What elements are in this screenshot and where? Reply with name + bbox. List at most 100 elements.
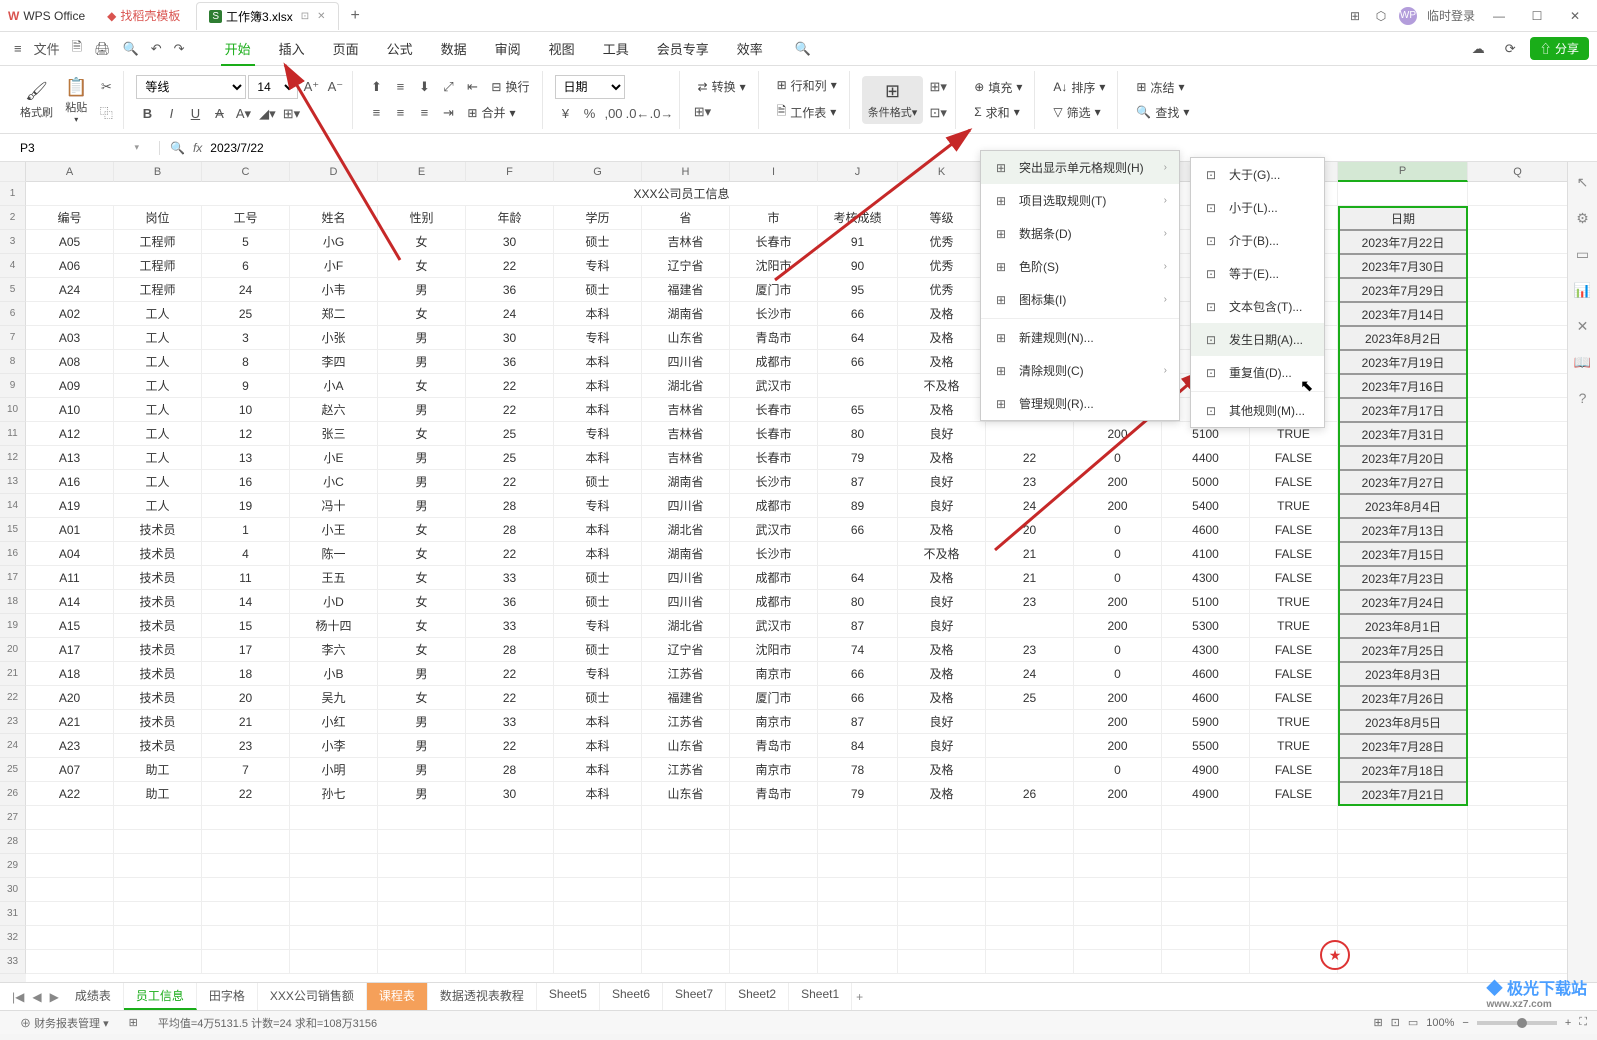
data-cell[interactable]: 长沙市 [730,302,818,326]
empty-cell[interactable] [378,830,466,854]
data-cell[interactable]: 22 [466,254,554,278]
data-cell[interactable]: 2023年7月30日 [1338,254,1468,278]
data-cell[interactable] [1468,446,1568,470]
data-cell[interactable]: A22 [26,782,114,806]
data-cell[interactable]: 1 [202,518,290,542]
data-cell[interactable]: 200 [1074,614,1162,638]
data-cell[interactable]: A10 [26,398,114,422]
sheet-tab[interactable]: 田字格 [197,983,258,1010]
header-cell[interactable]: 性别 [378,206,466,230]
data-cell[interactable]: 4600 [1162,686,1250,710]
empty-cell[interactable] [290,902,378,926]
data-cell[interactable]: 200 [1074,494,1162,518]
data-cell[interactable]: 0 [1074,638,1162,662]
row-header[interactable]: 6 [0,302,26,326]
empty-cell[interactable] [202,926,290,950]
dd-item[interactable]: ⊡发生日期(A)... [1191,323,1324,356]
data-cell[interactable]: 青岛市 [730,734,818,758]
data-cell[interactable]: 13 [202,446,290,470]
data-cell[interactable]: 男 [378,398,466,422]
sheet-tab[interactable]: Sheet1 [789,983,852,1010]
data-cell[interactable]: 长春市 [730,230,818,254]
data-cell[interactable] [1468,566,1568,590]
data-cell[interactable]: 2023年8月5日 [1338,710,1468,734]
data-cell[interactable]: 小红 [290,710,378,734]
data-cell[interactable]: 不及格 [898,542,986,566]
merge-button[interactable]: ⊞ 合并▾ [461,102,521,123]
data-cell[interactable]: 本科 [554,710,642,734]
empty-cell[interactable] [1074,902,1162,926]
menu-视图[interactable]: 视图 [535,32,589,66]
row-header[interactable]: 29 [0,854,26,878]
empty-cell[interactable] [898,902,986,926]
empty-cell[interactable] [466,902,554,926]
header-cell[interactable] [1468,206,1568,230]
sync-icon[interactable]: ⟳ [1499,41,1522,57]
row-header[interactable]: 26 [0,782,26,806]
data-cell[interactable]: 91 [818,230,898,254]
data-cell[interactable]: 26 [986,782,1074,806]
empty-cell[interactable] [898,950,986,974]
data-cell[interactable]: 长春市 [730,422,818,446]
data-cell[interactable]: FALSE [1250,758,1338,782]
align-mid-icon[interactable]: ≡ [389,76,411,98]
empty-cell[interactable] [642,854,730,878]
zoom-icon[interactable]: 🔍 [170,141,185,155]
row-header[interactable]: 30 [0,878,26,902]
data-cell[interactable]: 工人 [114,326,202,350]
data-cell[interactable] [1468,758,1568,782]
fill-color-icon[interactable]: ◢▾ [256,103,278,125]
data-cell[interactable]: 5900 [1162,710,1250,734]
empty-cell[interactable] [642,806,730,830]
data-cell[interactable]: 5300 [1162,614,1250,638]
menu-效率[interactable]: 效率 [723,32,777,66]
row-header[interactable]: 3 [0,230,26,254]
align-right-icon[interactable]: ≡ [413,102,435,124]
sheet-tab[interactable]: Sheet2 [726,983,789,1010]
row-header[interactable]: 8 [0,350,26,374]
data-cell[interactable]: 山东省 [642,734,730,758]
empty-cell[interactable] [1338,854,1468,878]
book-icon[interactable]: 📖 [1573,352,1593,372]
data-cell[interactable]: 200 [1074,710,1162,734]
col-header[interactable]: Q [1468,162,1568,182]
data-cell[interactable]: 技术员 [114,542,202,566]
data-cell[interactable]: 90 [818,254,898,278]
data-cell[interactable]: 男 [378,662,466,686]
data-cell[interactable]: 男 [378,710,466,734]
data-cell[interactable]: 23 [202,734,290,758]
data-cell[interactable]: 吉林省 [642,446,730,470]
font-size-select[interactable]: 14 [248,75,298,99]
empty-cell[interactable] [1468,926,1568,950]
empty-cell[interactable] [554,878,642,902]
data-cell[interactable]: 女 [378,422,466,446]
data-cell[interactable]: 厦门市 [730,278,818,302]
data-cell[interactable]: 66 [818,686,898,710]
row-header[interactable]: 10 [0,398,26,422]
header-cell[interactable]: 学历 [554,206,642,230]
header-cell[interactable]: 等级 [898,206,986,230]
data-cell[interactable]: 小C [290,470,378,494]
data-cell[interactable]: 28 [466,518,554,542]
data-cell[interactable]: 2023年8月1日 [1338,614,1468,638]
menu-插入[interactable]: 插入 [265,32,319,66]
data-cell[interactable]: 工程师 [114,278,202,302]
row-header[interactable]: 7 [0,326,26,350]
data-cell[interactable]: 3 [202,326,290,350]
empty-cell[interactable] [1250,854,1338,878]
data-cell[interactable]: 15 [202,614,290,638]
data-cell[interactable]: 5500 [1162,734,1250,758]
dd-item[interactable]: ⊞突出显示单元格规则(H)› [981,151,1179,184]
data-cell[interactable]: 辽宁省 [642,638,730,662]
number-format-select[interactable]: 日期 [555,75,625,99]
data-cell[interactable]: 20 [202,686,290,710]
data-cell[interactable]: 及格 [898,350,986,374]
data-cell[interactable]: 优秀 [898,254,986,278]
align-left-icon[interactable]: ≡ [365,102,387,124]
row-header[interactable]: 2 [0,206,26,230]
empty-cell[interactable] [986,926,1074,950]
empty-cell[interactable] [1468,950,1568,974]
row-header[interactable]: 32 [0,926,26,950]
file-menu[interactable]: 文件 [28,39,66,58]
data-cell[interactable]: 小王 [290,518,378,542]
